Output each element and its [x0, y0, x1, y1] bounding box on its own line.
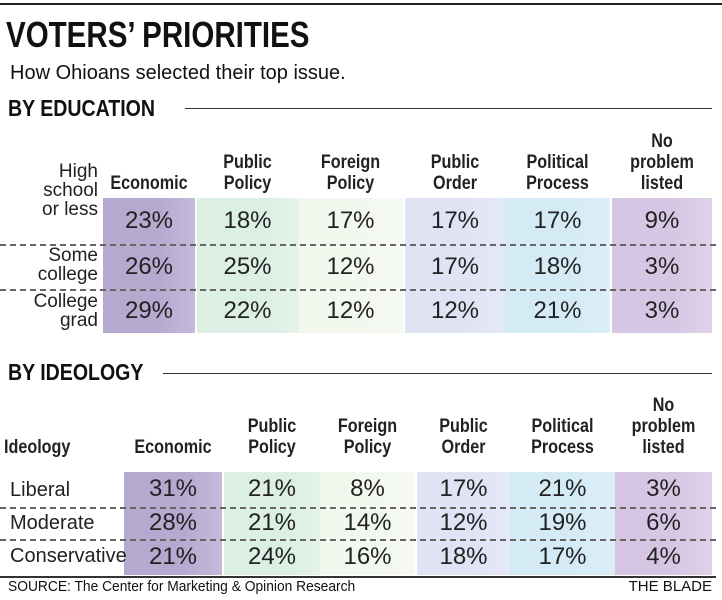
section-title-education: BY EDUCATION	[8, 95, 156, 121]
row-divider	[0, 539, 716, 541]
column-background-public-policy	[224, 472, 320, 575]
section-rule	[163, 373, 712, 374]
column-background-no-problem-listed	[615, 472, 712, 575]
column-background-public-policy	[197, 198, 298, 333]
column-header: Political Process	[526, 152, 589, 194]
column-background-economic	[103, 198, 195, 333]
table-cell: 17%	[326, 206, 375, 234]
column-background-economic	[124, 472, 222, 575]
column-header: Economic	[134, 437, 212, 458]
table-cell: 3%	[644, 296, 680, 324]
column-header: No problem listed	[631, 395, 696, 458]
column-header: Foreign Policy	[320, 152, 381, 194]
column-background-no-problem-listed	[612, 198, 712, 333]
table-cell: 18%	[223, 206, 272, 234]
column-background-public-order	[405, 198, 505, 333]
table-cell: 6%	[646, 509, 681, 536]
table-cell: 9%	[644, 206, 680, 234]
table-cell: 21%	[148, 542, 198, 570]
table-cell: 12%	[439, 509, 488, 536]
table-cell: 17%	[439, 475, 488, 502]
table-cell: 4%	[646, 542, 681, 570]
column-header: No problem listed	[630, 131, 694, 194]
column-background-political-process	[505, 198, 610, 333]
column-header: Public Order	[430, 152, 480, 194]
table-cell: 18%	[439, 542, 488, 570]
table-cell: 17%	[430, 206, 480, 234]
column-background-public-order	[417, 472, 510, 575]
table-cell: 21%	[247, 475, 297, 502]
table-cell: 25%	[223, 252, 272, 280]
page-title: VOTERS’ PRIORITIES	[6, 14, 310, 55]
table-cell: 14%	[343, 509, 392, 536]
column-header: Foreign Policy	[337, 416, 398, 458]
table-cell: 3%	[644, 252, 680, 280]
section-title-ideology: BY IDEOLOGY	[8, 359, 144, 385]
column-header: Political Process	[531, 416, 594, 458]
table-cell: 21%	[247, 509, 297, 536]
table-cell: 8%	[350, 475, 385, 502]
table-cell: 12%	[326, 252, 375, 280]
credit: THE BLADE	[628, 578, 712, 595]
table-cell: 12%	[326, 296, 375, 324]
table-cell: 29%	[124, 296, 174, 324]
table-cell: 31%	[148, 475, 198, 502]
section-rule	[185, 108, 712, 109]
row-label: Liberal	[10, 479, 71, 501]
subtitle: How Ohioans selected their top issue.	[10, 62, 346, 84]
table-cell: 23%	[124, 206, 174, 234]
row-header: Ideology	[4, 437, 71, 458]
row-divider	[0, 289, 716, 291]
table-cell: 3%	[646, 475, 681, 502]
table-cell: 12%	[430, 296, 480, 324]
row-divider	[0, 244, 716, 246]
column-background-foreign-policy	[298, 198, 403, 333]
table-cell: 16%	[343, 542, 392, 570]
table-cell: 19%	[538, 509, 587, 536]
table-cell: 21%	[538, 475, 587, 502]
row-label: High school or less	[42, 161, 98, 220]
top-rule	[0, 3, 722, 5]
row-label: Moderate	[10, 512, 95, 534]
column-background-foreign-policy	[320, 472, 415, 575]
table-cell: 24%	[247, 542, 297, 570]
row-label: Some college	[37, 245, 98, 285]
column-header: Public Policy	[247, 416, 297, 458]
column-header: Public Policy	[223, 152, 272, 194]
table-cell: 26%	[124, 252, 174, 280]
row-label: Conservative	[10, 545, 127, 567]
table-cell: 22%	[223, 296, 272, 324]
column-background-political-process	[510, 472, 615, 575]
source-note: SOURCE: The Center for Marketing & Opini…	[8, 578, 356, 595]
bottom-rule	[0, 576, 716, 578]
table-cell: 28%	[148, 509, 198, 536]
row-label: College grad	[33, 291, 98, 331]
table-cell: 17%	[533, 206, 582, 234]
table-cell: 21%	[533, 296, 582, 324]
column-header: Public Order	[439, 416, 488, 458]
table-cell: 18%	[533, 252, 582, 280]
row-divider	[0, 507, 716, 509]
table-cell: 17%	[430, 252, 480, 280]
table-cell: 17%	[538, 542, 587, 570]
column-header: Economic	[110, 173, 188, 194]
